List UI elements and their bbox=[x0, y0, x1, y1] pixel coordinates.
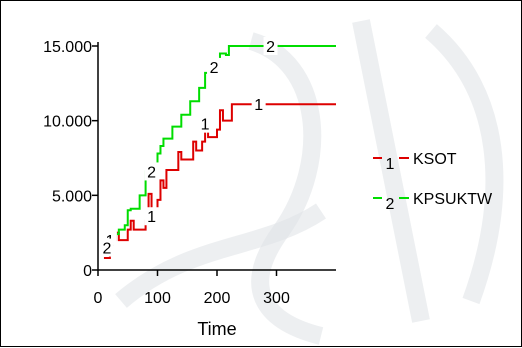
x-tick-label: 300 bbox=[263, 290, 290, 307]
series-marker-bg bbox=[99, 238, 114, 257]
series-marker-label: 2 bbox=[266, 39, 275, 56]
marker-layer: 11112222 bbox=[99, 37, 278, 258]
series-marker-bg bbox=[251, 95, 266, 114]
x-tick-label: 200 bbox=[204, 290, 231, 307]
axes: 0 5.000 10.000 15.000 0 100 200 300 Time bbox=[43, 39, 336, 339]
legend-label: KPSUKTW bbox=[413, 191, 493, 208]
background-watermark bbox=[115, 19, 504, 345]
x-tick-label: 0 bbox=[94, 290, 103, 307]
series-marker-label: 1 bbox=[201, 117, 210, 134]
series-marker-label: 2 bbox=[147, 164, 156, 181]
y-tick-label: 0 bbox=[83, 263, 92, 280]
y-tick-label: 10.000 bbox=[43, 114, 92, 131]
series-marker-label: 2 bbox=[210, 60, 219, 77]
y-tick-label: 5.000 bbox=[52, 188, 92, 205]
series-line-1 bbox=[103, 103, 336, 260]
legend-marker-label: 1 bbox=[386, 156, 395, 173]
series-marker-bg bbox=[198, 114, 213, 133]
series-marker-bg bbox=[144, 207, 159, 226]
legend-marker-label: 2 bbox=[386, 196, 395, 213]
series-marker-label: 1 bbox=[147, 209, 156, 226]
series-marker-bg bbox=[263, 37, 278, 55]
series-marker-bg bbox=[207, 57, 222, 76]
y-tick-label: 15.000 bbox=[43, 39, 92, 56]
x-axis-title: Time bbox=[197, 319, 236, 339]
x-tick-label: 100 bbox=[144, 290, 171, 307]
legend-label: KSOT bbox=[413, 151, 457, 168]
series-marker-bg bbox=[144, 162, 159, 181]
series-marker-label: 2 bbox=[102, 241, 111, 258]
series-marker-label: 1 bbox=[254, 97, 263, 114]
legend: 1 KSOT 2 KPSUKTW bbox=[373, 151, 493, 213]
